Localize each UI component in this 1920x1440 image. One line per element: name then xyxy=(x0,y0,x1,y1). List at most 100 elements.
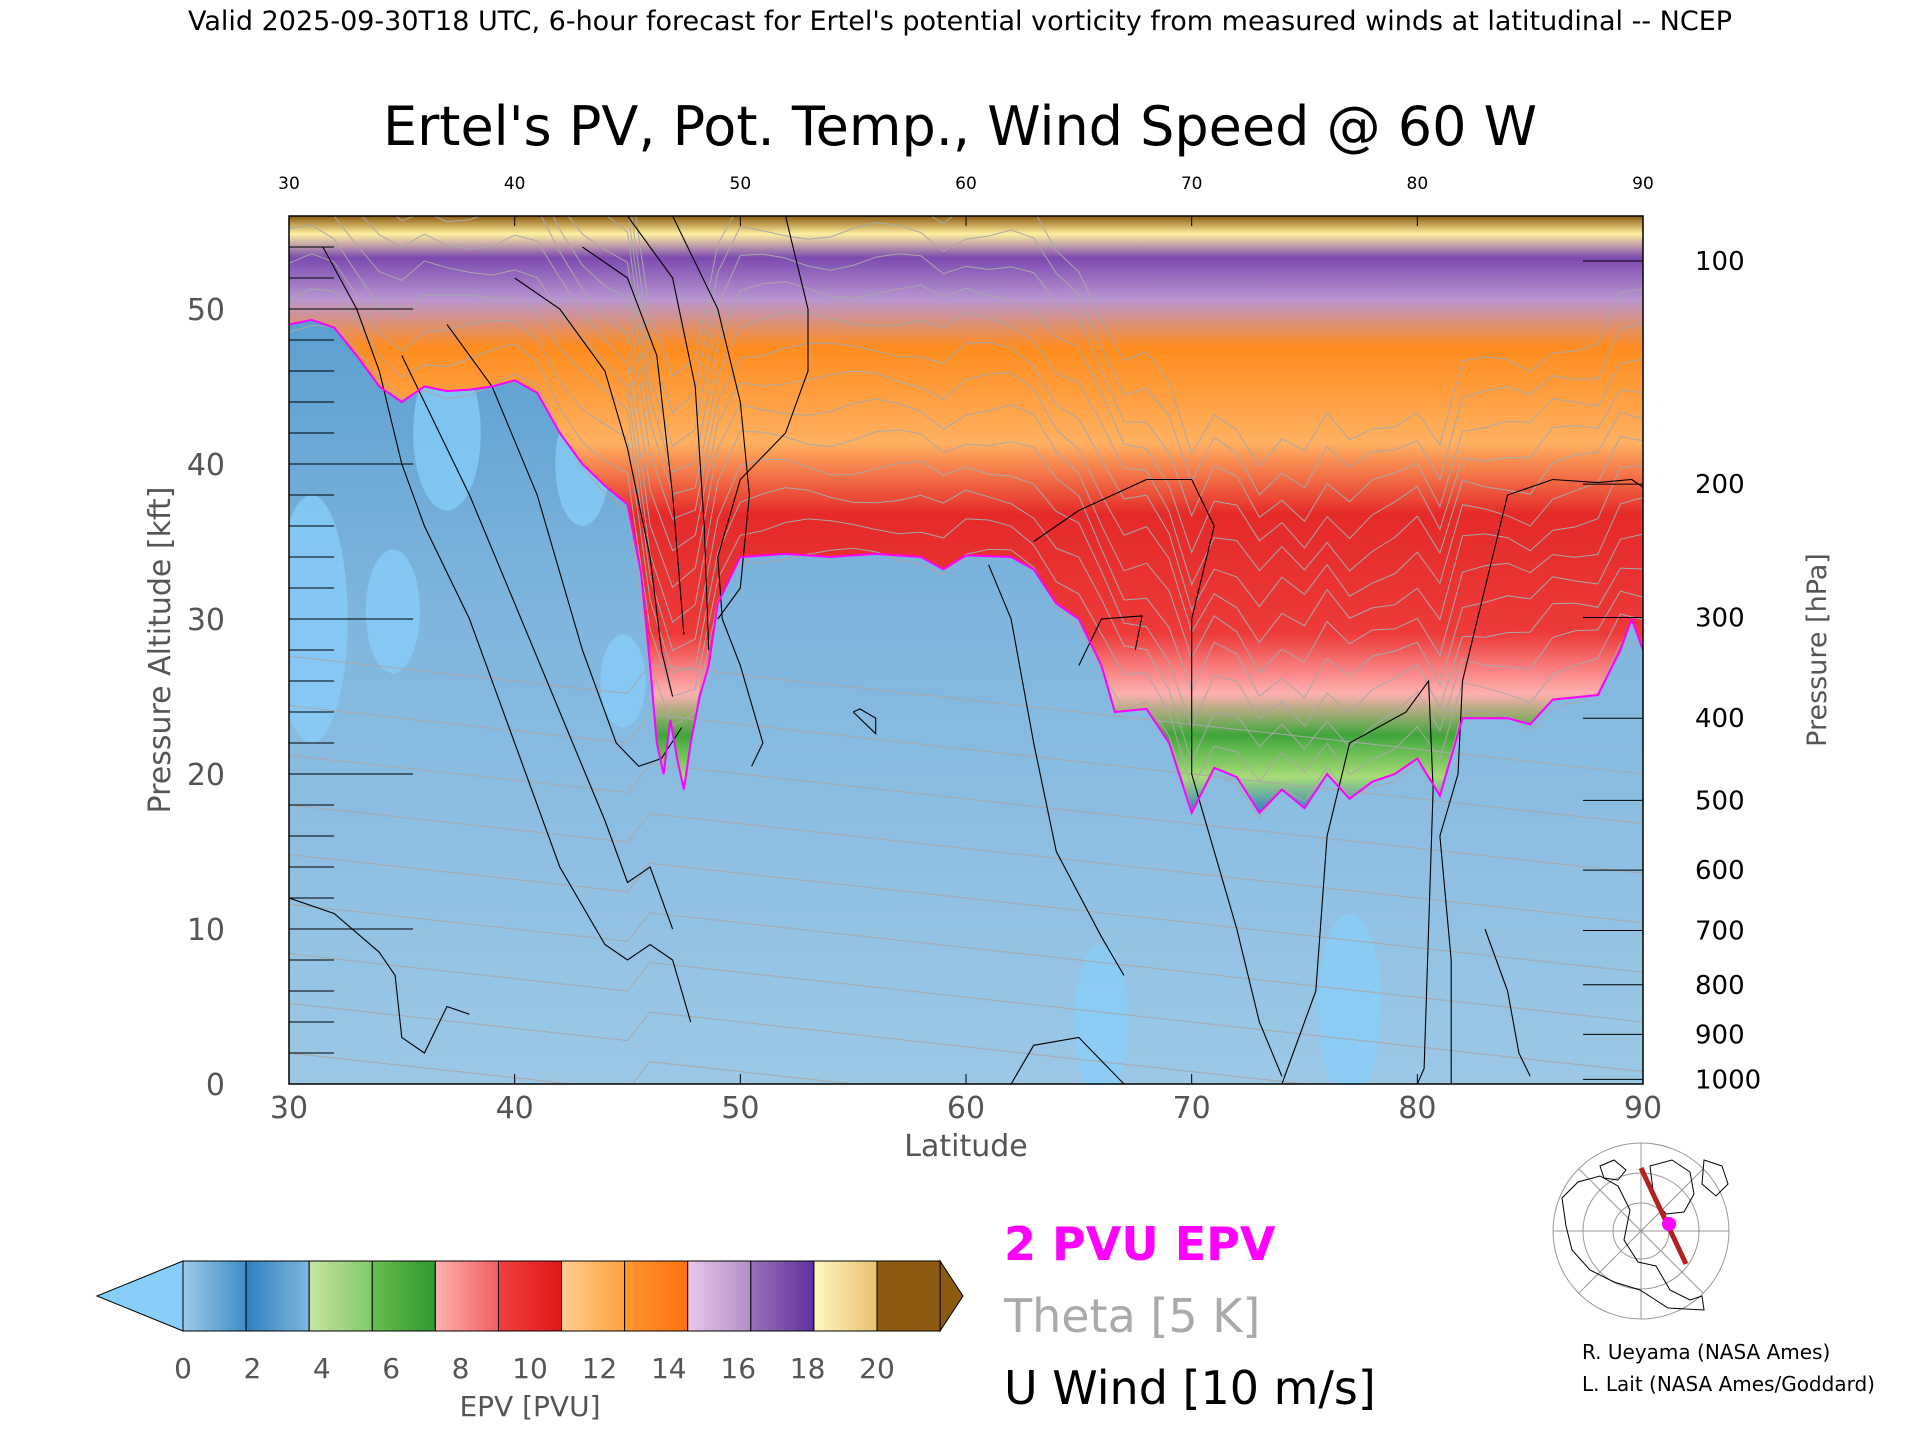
x-axis-label: Latitude xyxy=(904,1129,1027,1164)
theta-contour-15 xyxy=(395,216,1643,644)
u-wind-contour-15 xyxy=(1439,478,1643,1084)
pressure-tick-label-400: 400 xyxy=(1695,704,1745,734)
x-tick-label-bottom-70: 70 xyxy=(1173,1091,1211,1126)
x-tick-label-top-90: 90 xyxy=(1632,174,1654,194)
theta-contours xyxy=(289,216,1643,1084)
colorbar-bin-1 xyxy=(245,1260,310,1332)
theta-contour-2 xyxy=(289,953,1643,1073)
y-tick-label-0: 0 xyxy=(206,1068,225,1103)
pressure-tick-label-800: 800 xyxy=(1695,971,1745,1001)
low-pv-patch-5 xyxy=(1074,944,1129,1084)
colorbar-over-arrow xyxy=(939,1259,964,1333)
u-wind-contour-0 xyxy=(289,897,470,1054)
epv-colorbar: 0 2 4 6 8 10 12 14 16 18 20 xyxy=(95,1259,964,1385)
x-tick-label-top-60: 60 xyxy=(955,174,977,194)
low-pv-patch-6 xyxy=(1318,913,1382,1084)
theta-contour-11 xyxy=(289,253,1643,763)
theta-contour-4 xyxy=(289,854,1643,973)
x-tick-label-bottom-50: 50 xyxy=(721,1091,759,1126)
colorbar-bin-9 xyxy=(750,1260,815,1332)
colorbar-tick-label-0: 0 xyxy=(174,1352,192,1385)
x-tick-label-bottom-30: 30 xyxy=(270,1091,308,1126)
y-tick-label-20: 20 xyxy=(187,758,225,793)
theta-contour-16 xyxy=(552,216,1643,612)
colorbar-tick-label-16: 16 xyxy=(720,1352,756,1385)
low-pv-patch-4 xyxy=(600,634,646,728)
x-tick-label-top-70: 70 xyxy=(1181,174,1203,194)
tropopause-2pvu-line xyxy=(289,318,1643,816)
colorbar-bin-3 xyxy=(371,1260,436,1332)
chart-title: Ertel's PV, Pot. Temp., Wind Speed @ 60 … xyxy=(383,95,1537,158)
u-wind-contour-10 xyxy=(1033,478,1283,1077)
theta-contour-12 xyxy=(289,224,1643,729)
low-pv-patch-1 xyxy=(365,549,420,674)
y-tick-label-10: 10 xyxy=(187,913,225,948)
credit-line-2: L. Lait (NASA Ames/Goddard) xyxy=(1582,1372,1875,1396)
pressure-tick-label-900: 900 xyxy=(1695,1020,1745,1050)
colorbar-tick-label-2: 2 xyxy=(243,1352,261,1385)
x-tick-label-bottom-60: 60 xyxy=(947,1091,985,1126)
colorbar-bin-4 xyxy=(434,1260,499,1332)
theta-contour-3 xyxy=(289,903,1643,1023)
location-map-inset xyxy=(1542,1142,1740,1320)
y-axis-left: 0 10 20 30 40 50 xyxy=(187,246,413,1103)
theta-contour-19 xyxy=(628,216,1643,523)
x-axis-top: 30 40 50 60 70 80 90 xyxy=(278,174,1654,226)
colorbar-bin-0 xyxy=(182,1260,247,1332)
theta-contour-8 xyxy=(289,655,1643,775)
u-wind-contour-4 xyxy=(514,277,674,697)
x-tick-label-bottom-40: 40 xyxy=(496,1091,534,1126)
credit-line-1: R. Ueyama (NASA Ames) xyxy=(1582,1340,1830,1364)
map-location-marker xyxy=(1662,1217,1676,1231)
u-wind-contour-16 xyxy=(1484,928,1531,1077)
pressure-tick-label-500: 500 xyxy=(1695,786,1745,816)
map-meridian-diag2 xyxy=(1578,1168,1704,1294)
y-axis-label: Pressure Altitude [kft] xyxy=(143,487,178,814)
theta-contour-1 xyxy=(289,1002,1310,1084)
theta-contour-6 xyxy=(289,754,1643,874)
x-tick-label-bottom-90: 90 xyxy=(1624,1091,1662,1126)
colorbar-bin-2 xyxy=(308,1260,373,1332)
x-tick-label-top-40: 40 xyxy=(504,174,526,194)
colorbar-under-arrow xyxy=(95,1260,184,1332)
u-wind-contour-14 xyxy=(1281,679,1434,1084)
header-line: Valid 2025-09-30T18 UTC, 6-hour forecast… xyxy=(188,6,1732,37)
y-tick-label-50: 50 xyxy=(187,293,225,328)
x-tick-label-top-80: 80 xyxy=(1407,174,1429,194)
u-wind-contour-2 xyxy=(401,355,674,930)
u-wind-contour-12 xyxy=(988,564,1125,976)
pressure-tick-label-1000: 1000 xyxy=(1695,1065,1761,1095)
y2-axis-label: Pressure [hPa] xyxy=(1802,553,1833,747)
low-pv-patch-2 xyxy=(413,355,481,511)
theta-contour-5 xyxy=(289,804,1643,924)
pressure-tick-label-100: 100 xyxy=(1695,247,1745,277)
colorbar-bin-8 xyxy=(687,1260,752,1332)
u-wind-contour-9 xyxy=(852,708,877,735)
colorbar-tick-label-4: 4 xyxy=(313,1352,331,1385)
pressure-tick-label-300: 300 xyxy=(1695,603,1745,633)
map-transect-line xyxy=(1638,1166,1689,1266)
y-tick-label-40: 40 xyxy=(187,448,225,483)
u-wind-contours xyxy=(289,216,1643,1084)
u-wind-contour-5 xyxy=(582,246,685,635)
theta-contour-9 xyxy=(289,324,1643,819)
u-wind-contour-8 xyxy=(717,216,809,767)
u-wind-contour-1 xyxy=(322,246,692,1023)
theta-contour-20 xyxy=(631,216,1643,496)
map-arctic-islands-outline xyxy=(1599,1159,1627,1181)
legend-theta: Theta [5 K] xyxy=(1003,1289,1260,1343)
colorbar-tick-label-12: 12 xyxy=(582,1352,618,1385)
pressure-tick-label-200: 200 xyxy=(1695,470,1745,500)
colorbar-over-bin xyxy=(876,1260,941,1332)
colorbar-bin-6 xyxy=(561,1260,626,1332)
theta-contour-14 xyxy=(361,216,1643,674)
legend-2pvu: 2 PVU EPV xyxy=(1004,1217,1276,1271)
u-wind-contour-7 xyxy=(672,216,750,620)
pressure-tick-label-700: 700 xyxy=(1695,917,1745,947)
u-wind-contour-6 xyxy=(627,216,710,651)
theta-contour-21 xyxy=(635,216,1643,468)
colorbar-bin-5 xyxy=(497,1260,563,1332)
colorbar-tick-label-20: 20 xyxy=(859,1352,895,1385)
x-tick-label-top-30: 30 xyxy=(278,174,300,194)
